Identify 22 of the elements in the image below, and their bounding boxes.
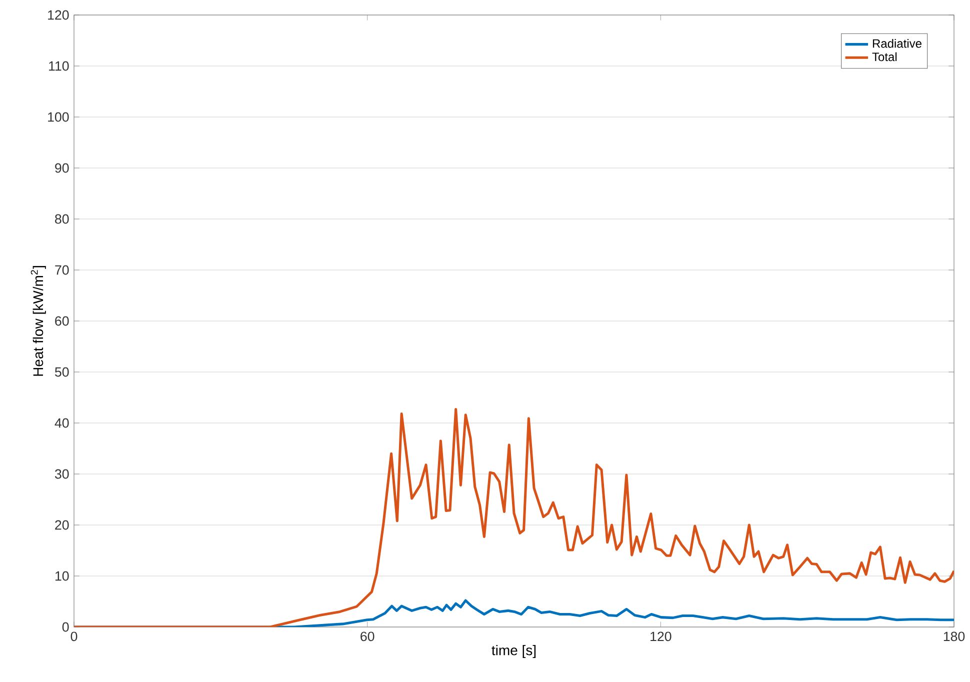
legend-label: Radiative [872,38,922,48]
y-tick-label: 70 [55,265,69,275]
x-axis-title: time [s] [492,644,536,658]
y-tick-label: 0 [62,622,69,632]
y-tick-label: 120 [48,10,69,20]
y-tick-label: 10 [55,571,69,581]
x-tick-label: 180 [944,632,965,642]
line-series [74,408,954,627]
y-tick-label: 100 [48,112,69,122]
x-tick-label: 60 [360,632,374,642]
y-axis-title: Heat flow [kW/m$^{2}$] [30,266,46,376]
y-tick-label: 50 [55,367,69,377]
y-tick-label: 110 [49,61,69,71]
y-tick-label: 20 [55,520,69,530]
legend-label: Total [872,52,897,62]
y-tick-label: 80 [55,214,69,224]
y-tick-label: 40 [54,418,69,428]
y-tick-label: 30 [54,469,69,479]
x-tick-label: 120 [650,632,672,642]
y-tick-label: 60 [55,316,69,326]
y-tick-label: 90 [55,163,69,173]
x-tick-label: 0 [70,632,78,642]
